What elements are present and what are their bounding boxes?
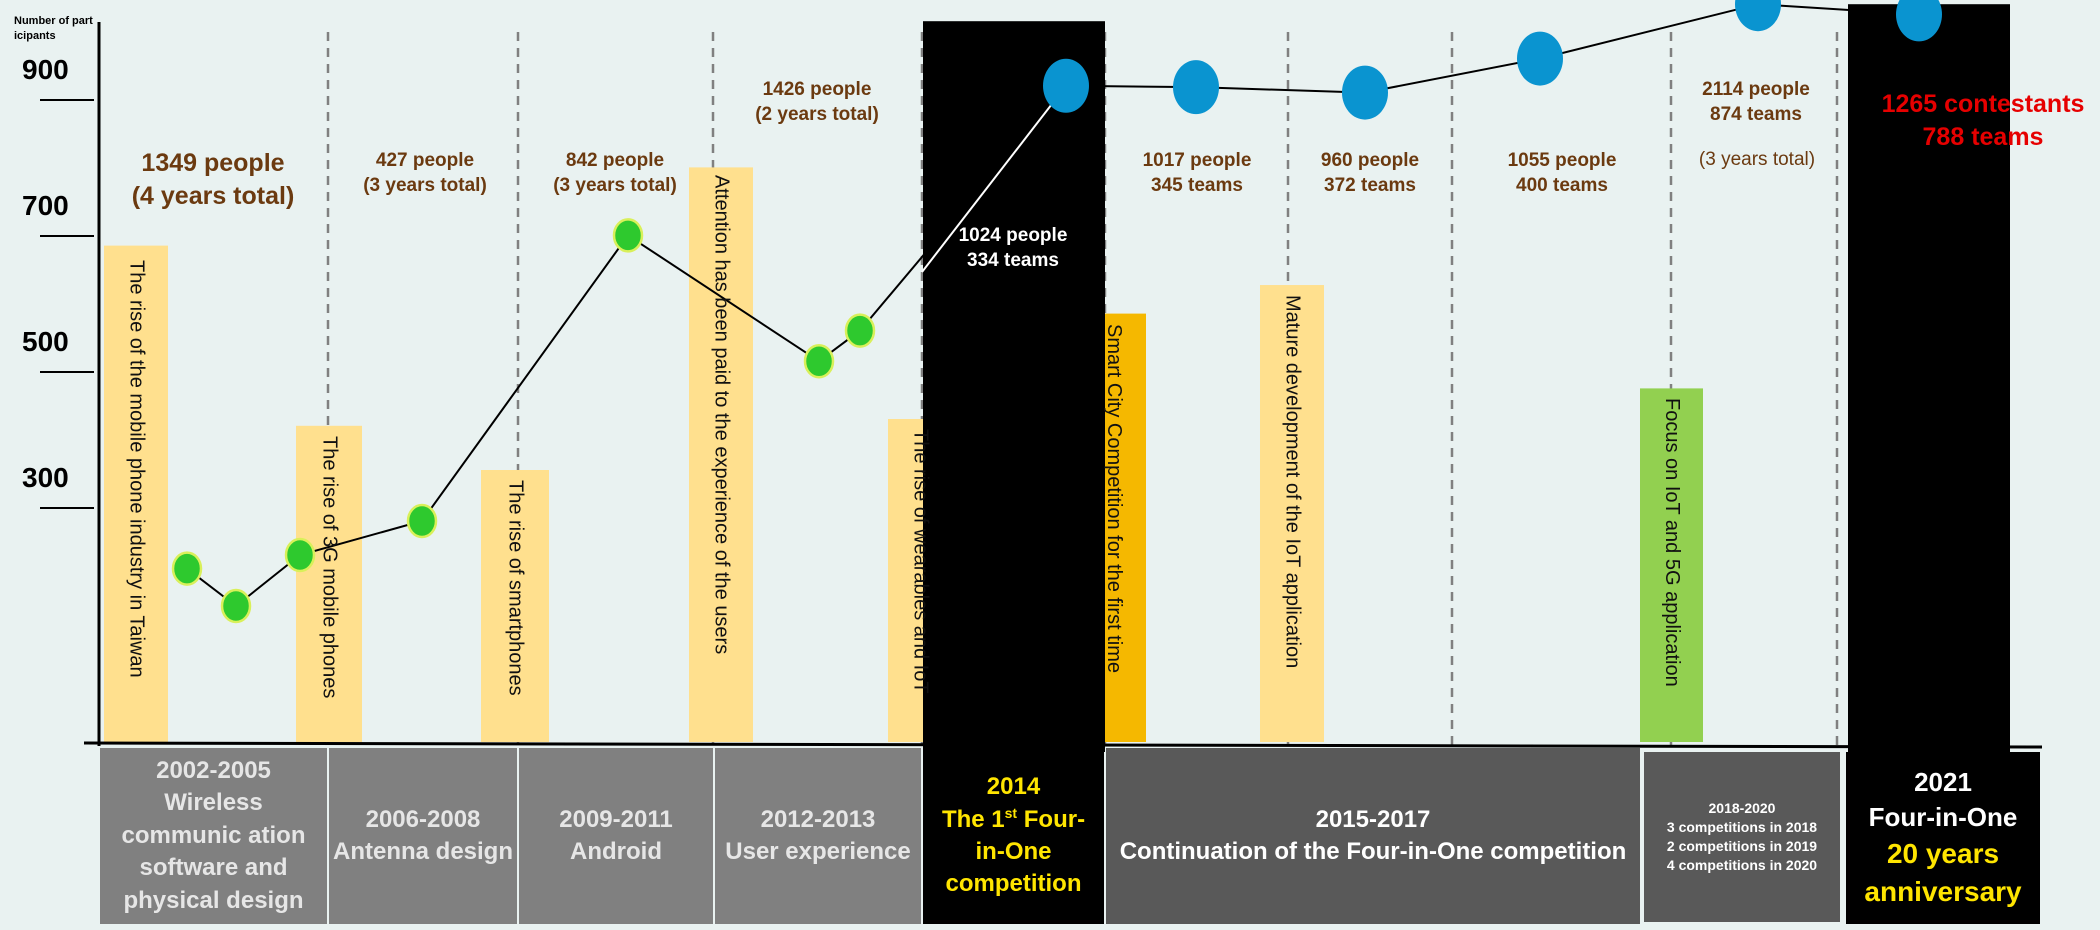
annotation-line: 874 teams — [1710, 103, 1802, 125]
trend-point — [612, 218, 644, 253]
annotation-line: 1024 people — [958, 225, 1068, 246]
y-tick-label: 900 — [22, 54, 69, 85]
annotation-line: (4 years total) — [131, 181, 295, 210]
annotation-line: (3 years total) — [363, 174, 487, 196]
annotation-line: (3 years total) — [553, 174, 677, 196]
category-years: 2002-2005 — [156, 757, 271, 785]
data-annotation: 1017 people 345 teams — [1057, 149, 1337, 198]
trend-point — [1735, 0, 1781, 32]
category-2006-2008: 2006-2008 Antenna design — [329, 748, 517, 924]
bar-label: The rise of 3G mobile phones — [318, 435, 341, 699]
bar-label: The rise of smartphones — [504, 480, 527, 696]
category-years: 2006-2008 — [365, 805, 481, 833]
data-annotation: (3 years total) — [1617, 148, 1897, 173]
annotation-line: 960 people — [1320, 150, 1420, 171]
category-desc: Wireless communic ation software and phy… — [121, 789, 306, 914]
y-tick-label: 300 — [22, 462, 69, 493]
trend-point — [1517, 31, 1563, 86]
category-2015-2017: 2015-2017 Continuation of the Four-in-On… — [1106, 748, 1640, 924]
trend-point — [1896, 0, 1942, 42]
trend-point — [406, 503, 438, 539]
y-tick-label: 500 — [22, 326, 69, 357]
annotation-line: (2 years total) — [755, 103, 879, 125]
annotation-line: 1426 people — [762, 79, 872, 100]
category-desc: 4 competitions in 2020 — [1666, 856, 1818, 873]
bar-label: The rise of the mobile phone industry in… — [125, 259, 148, 678]
category-2014: 2014 The 1st Four-in-One competition — [923, 748, 1104, 924]
category-desc: User experience — [725, 838, 911, 865]
data-annotation: 1349 people (4 years total) — [73, 147, 353, 212]
data-annotation: 1024 people 334 teams — [873, 224, 1153, 273]
bar-label: The rise of wearables and IoT — [909, 429, 932, 694]
category-years: 2014 — [986, 773, 1041, 801]
trend-point — [171, 551, 203, 586]
data-annotation: 427 people (3 years total) — [285, 149, 565, 198]
category-desc: Four-in-One — [1868, 802, 2018, 833]
category-desc: The 1st Four-in-One competition — [941, 804, 1086, 898]
bar-label: Attention has been paid to the experienc… — [710, 175, 733, 655]
trend-point — [1173, 60, 1219, 115]
category-2018-2020: 2018-2020 3 competitions in 2018 2 compe… — [1644, 752, 1840, 922]
bar — [689, 167, 753, 742]
annotation-line: 842 people — [565, 150, 665, 171]
data-annotation: 1265 contestants 788 teams — [1843, 88, 2100, 153]
annotation-line: 372 teams — [1324, 174, 1416, 196]
data-annotation: 2114 people 874 teams — [1616, 78, 1896, 127]
category-2012-2013: 2012-2013 User experience — [715, 748, 921, 924]
bar — [104, 245, 168, 742]
annotation-line: 788 teams — [1922, 122, 2044, 151]
annotation-line: 1349 people — [141, 149, 285, 177]
data-annotation: 1055 people 400 teams — [1422, 149, 1702, 198]
y-axis-title: Number of participants — [14, 15, 93, 43]
x-axis — [83, 741, 2043, 749]
y-tick-label: 700 — [22, 190, 69, 221]
trend-point — [1043, 58, 1089, 113]
annotation-line: 2114 people — [1702, 79, 1810, 100]
category-desc: Android — [570, 838, 662, 865]
category-years: 2021 — [1914, 767, 1972, 798]
trend-point — [844, 313, 876, 348]
highlight-bar — [923, 21, 1105, 752]
bar-label: Focus on IoT and 5G application — [1661, 398, 1683, 688]
category-desc: Antenna design — [332, 838, 513, 865]
annotation-line: 345 teams — [1151, 174, 1243, 196]
highlight-bar — [1848, 4, 2010, 752]
category-desc: 20 years anniversary — [1864, 838, 2022, 908]
category-desc: 3 competitions in 2018 — [1666, 819, 1818, 836]
category-years: 2012-2013 — [760, 805, 876, 833]
bar — [1260, 285, 1324, 742]
bar — [481, 470, 549, 742]
trend-point — [284, 537, 316, 573]
category-years: 2015-2017 — [1315, 805, 1431, 833]
annotation-line: 334 teams — [967, 249, 1059, 271]
trend-point — [1342, 65, 1388, 120]
data-annotation: 960 people 372 teams — [1230, 149, 1510, 198]
category-desc: 2 competitions in 2019 — [1666, 838, 1818, 854]
annotation-line: 1017 people — [1142, 150, 1252, 171]
category-years: 2009-2011 — [559, 805, 673, 833]
data-annotation: 842 people (3 years total) — [475, 149, 755, 198]
category-2002-2005: 2002-2005 Wireless communic ation softwa… — [100, 748, 327, 924]
category-years: 2018-2020 — [1708, 800, 1776, 817]
annotation-line: 400 teams — [1516, 174, 1608, 196]
trend-point — [220, 588, 252, 624]
annotation-line: 1055 people — [1507, 150, 1617, 171]
category-2009-2011: 2009-2011 Android — [519, 748, 713, 924]
bar — [1640, 388, 1703, 742]
bar — [296, 425, 362, 742]
bar-label: Smart City Competition for the first tim… — [1103, 323, 1125, 673]
trend-line-highlight — [921, 85, 1067, 273]
annotation-line: 427 people — [375, 150, 475, 171]
trend-point — [803, 343, 835, 379]
category-2021: 2021 Four-in-One 20 years anniversary — [1846, 752, 2040, 924]
annotation-line: 1265 contestants — [1881, 90, 2085, 118]
data-annotation: 1426 people (2 years total) — [677, 78, 957, 127]
annotation-line: (3 years total) — [1698, 149, 1816, 170]
category-desc: Continuation of the Four-in-One competit… — [1119, 838, 1627, 865]
bar-label: Mature development of the IoT applicatio… — [1281, 295, 1304, 669]
